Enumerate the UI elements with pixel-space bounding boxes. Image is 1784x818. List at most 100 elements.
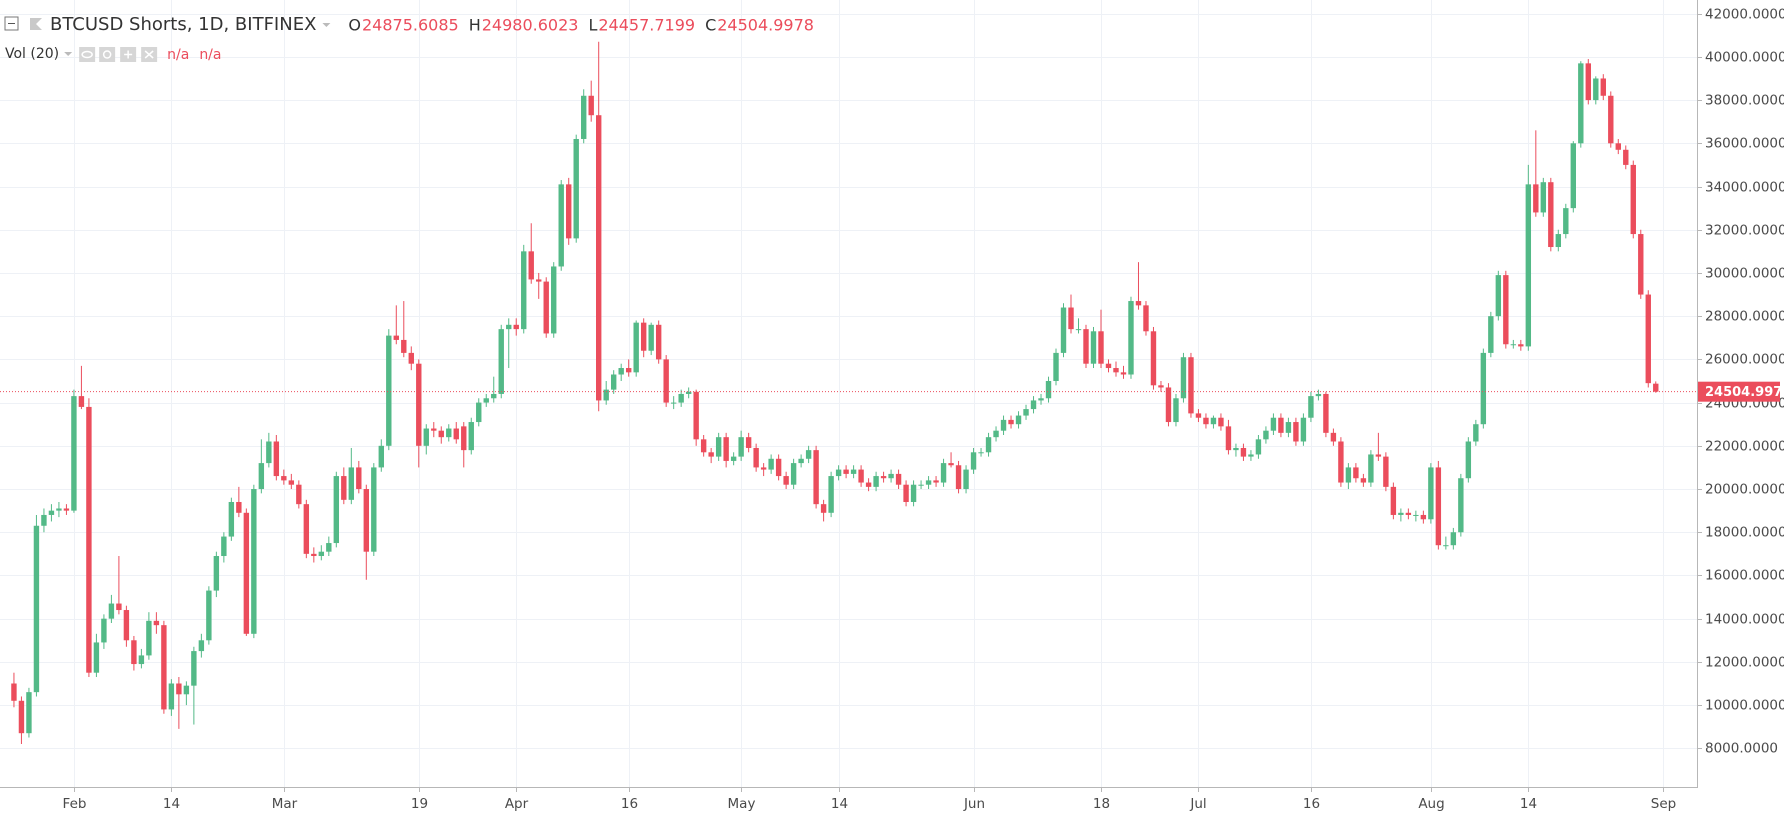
candle-body: [783, 476, 789, 485]
candle-body: [948, 463, 954, 466]
ohlc-label: C: [705, 16, 716, 35]
candle-body: [618, 368, 624, 375]
y-tick-label: 34000.0000: [1705, 180, 1784, 196]
candle-body: [1255, 439, 1262, 455]
y-tick-label: 36000.0000: [1705, 136, 1784, 152]
candle-body: [790, 463, 797, 485]
candle-body: [341, 476, 347, 500]
candle-body: [693, 391, 699, 440]
candle-body: [258, 463, 265, 490]
candle-body: [1488, 316, 1494, 353]
y-tick-label: 8000.0000: [1705, 741, 1778, 757]
candle-body: [1653, 383, 1659, 392]
candle-body: [955, 465, 962, 490]
ohlc-value: 24504.9978: [717, 16, 814, 35]
candle-body: [978, 452, 984, 454]
candle-body: [918, 484, 924, 486]
settings-button[interactable]: [99, 47, 116, 62]
candle-body: [161, 625, 167, 710]
candle-body: [1510, 344, 1517, 346]
candle-body: [1203, 417, 1209, 425]
candle-body: [1300, 417, 1307, 442]
candle-body: [1158, 385, 1164, 388]
candle-body: [895, 473, 902, 485]
candle-body: [1075, 329, 1082, 331]
candle-body: [468, 422, 474, 451]
candle-body: [78, 396, 85, 407]
indicator-value: n/a: [167, 47, 189, 63]
candle-body: [221, 536, 227, 557]
candle-body: [1038, 398, 1044, 401]
candle-body: [760, 467, 767, 470]
candle-body: [438, 430, 444, 438]
candle-body: [640, 322, 647, 351]
close-icon: [144, 50, 154, 59]
candle-body: [813, 450, 819, 505]
candle-body: [903, 484, 909, 502]
candle-body: [805, 450, 812, 459]
candle-body: [1600, 78, 1606, 96]
candle-body: [678, 393, 684, 403]
candle-body: [850, 469, 857, 474]
candle-body: [56, 508, 62, 511]
candle-body: [48, 510, 55, 515]
candle-body: [108, 603, 115, 619]
candle-body: [363, 489, 369, 552]
candle-body: [1390, 486, 1397, 515]
candle-body: [730, 456, 737, 461]
candle-body: [648, 324, 654, 351]
ohlc-label: L: [588, 16, 597, 35]
eye-button[interactable]: [79, 47, 96, 62]
candle-body: [1555, 234, 1562, 248]
y-tick-label: 40000.0000: [1705, 50, 1784, 66]
candle-body: [431, 428, 437, 431]
candle-body: [401, 339, 407, 353]
candle-body: [798, 458, 804, 464]
candle-body: [71, 396, 77, 511]
candle-body: [633, 322, 639, 373]
candle-body: [723, 437, 729, 461]
x-tick-label: 14: [1520, 796, 1537, 812]
y-tick-label: 18000.0000: [1705, 525, 1784, 541]
candle-body: [933, 480, 939, 483]
y-tick-label: 10000.0000: [1705, 698, 1784, 714]
dropdown-arrow[interactable]: [64, 52, 73, 56]
dropdown-arrow[interactable]: [322, 23, 331, 27]
x-tick-label: Aug: [1418, 796, 1444, 812]
candle-body: [168, 683, 175, 710]
candle-body: [715, 437, 722, 457]
candle-body: [1428, 467, 1434, 520]
candle-body: [506, 324, 512, 330]
x-tick-label: 18: [1093, 796, 1110, 812]
candle-body: [1128, 301, 1134, 375]
candle-body: [1053, 352, 1059, 381]
candle-body: [528, 251, 534, 280]
price-axis-bg: [1698, 0, 1784, 818]
candle-body: [596, 115, 602, 401]
candle-body: [1308, 396, 1314, 418]
candle-body: [318, 551, 325, 557]
candle-body: [1638, 234, 1644, 295]
candle-body: [303, 504, 310, 554]
candle-body: [1218, 417, 1224, 427]
candle-body: [551, 266, 557, 334]
x-tick-label: Apr: [505, 796, 529, 812]
candle-body: [311, 553, 317, 557]
candle-body: [123, 610, 130, 641]
candle-body: [333, 476, 340, 544]
candle-body: [588, 95, 594, 116]
candle-body: [925, 480, 932, 485]
candle-body: [835, 469, 842, 477]
y-tick-label: 28000.0000: [1705, 309, 1784, 325]
candle-body: [138, 655, 145, 665]
indicator-value: n/a: [199, 47, 221, 63]
candle-body: [1608, 95, 1614, 144]
candle-body: [558, 184, 564, 267]
candle-body: [753, 447, 759, 468]
candle-body: [625, 368, 632, 373]
candle-body: [1405, 512, 1412, 515]
candle-body: [738, 437, 744, 457]
candle-body: [1278, 417, 1284, 433]
candle-body: [498, 329, 504, 394]
candle-body: [880, 476, 887, 479]
